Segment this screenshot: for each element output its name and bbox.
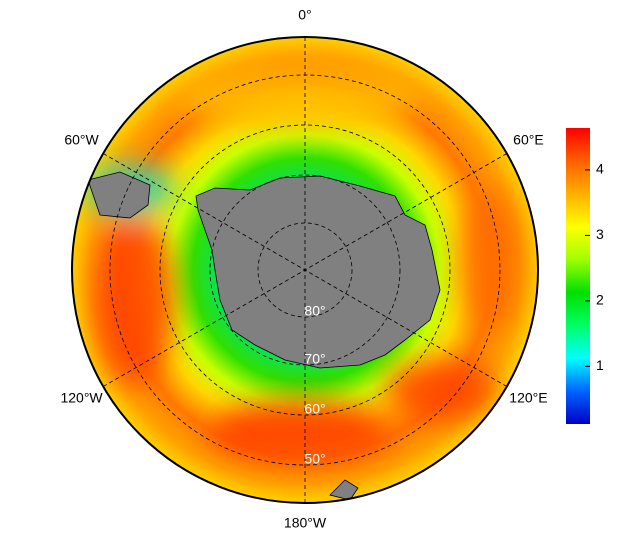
parallel bbox=[257, 222, 353, 318]
lon-label: 120°W bbox=[60, 390, 103, 406]
lon-label: 0° bbox=[298, 7, 311, 23]
meridian bbox=[103, 153, 507, 387]
colorbar-tick-label: 1 bbox=[596, 357, 604, 373]
lat-label: 70° bbox=[304, 351, 325, 367]
parallel bbox=[159, 124, 451, 416]
lon-label: 60°W bbox=[64, 132, 99, 148]
lon-label: 60°E bbox=[513, 132, 544, 148]
parallel bbox=[109, 74, 501, 466]
lat-label: 80° bbox=[304, 303, 325, 319]
colorbar bbox=[566, 128, 590, 424]
lon-label: 120°E bbox=[509, 390, 547, 406]
colorbar-tick-label: 3 bbox=[596, 226, 604, 242]
colorbar-tick-label: 4 bbox=[596, 161, 604, 177]
parallel bbox=[209, 174, 401, 366]
colorbar-tick-label: 2 bbox=[596, 292, 604, 308]
lat-label: 50° bbox=[304, 451, 325, 467]
lat-label: 60° bbox=[304, 401, 325, 417]
lon-label: 180°W bbox=[284, 515, 327, 531]
